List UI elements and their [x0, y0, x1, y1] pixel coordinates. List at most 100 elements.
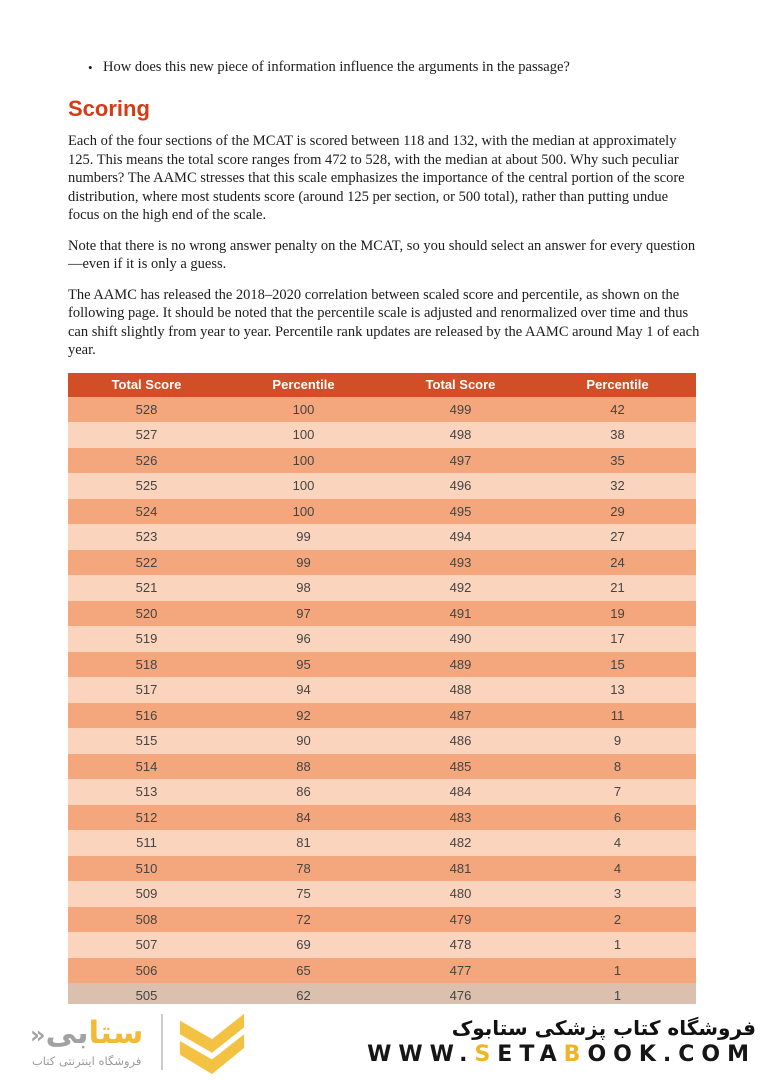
bullet-item: • How does this new piece of information…	[68, 58, 700, 77]
table-cell: 32	[539, 473, 696, 499]
table-cell: 99	[225, 549, 382, 575]
url-accent-letter: B	[563, 1042, 588, 1067]
table-cell: 498	[382, 422, 539, 448]
table-row: 513 86 484 7	[68, 779, 696, 805]
table-cell: 507	[68, 932, 225, 958]
url-accent-letter: S	[474, 1042, 498, 1067]
table-cell: 4	[539, 830, 696, 856]
table-cell: 1	[539, 932, 696, 958]
paragraph-scoring-scale: Each of the four sections of the MCAT is…	[68, 133, 685, 223]
table-cell: 518	[68, 651, 225, 677]
bullet-text: How does this new piece of information i…	[103, 59, 570, 75]
table-cell: 481	[382, 855, 539, 881]
table-cell: 497	[382, 447, 539, 473]
table-cell: 1	[539, 957, 696, 983]
column-header: Total Score	[382, 372, 539, 397]
table-row: 522 99 493 24	[68, 549, 696, 575]
table-cell: 479	[382, 906, 539, 932]
table-cell: 13	[539, 677, 696, 703]
table-cell: 38	[539, 422, 696, 448]
table-cell: 527	[68, 422, 225, 448]
table-body: 528 100 499 42 527 100 498 38 526 100 497 35 525 100 4…	[68, 396, 696, 1009]
table-cell: 99	[225, 524, 382, 550]
table-cell: 100	[225, 447, 382, 473]
table-row: 524 100 495 29	[68, 498, 696, 524]
column-header: Percentile	[539, 372, 696, 397]
brand-block: ستابی« فروشگاه اینترنتی کتاب	[30, 1016, 143, 1068]
table-cell: 524	[68, 498, 225, 524]
table-cell: 72	[225, 906, 382, 932]
table-cell: 482	[382, 830, 539, 856]
table-cell: 27	[539, 524, 696, 550]
table-row: 527 100 498 38	[68, 422, 696, 448]
table-cell: 17	[539, 626, 696, 652]
table-row: 523 99 494 27	[68, 524, 696, 550]
table-cell: 528	[68, 396, 225, 422]
table-cell: 11	[539, 702, 696, 728]
table-cell: 510	[68, 855, 225, 881]
table-cell: 495	[382, 498, 539, 524]
table-cell: 477	[382, 957, 539, 983]
table-cell: 494	[382, 524, 539, 550]
table-cell: 75	[225, 881, 382, 907]
table-row: 519 96 490 17	[68, 626, 696, 652]
table-cell: 96	[225, 626, 382, 652]
column-header: Percentile	[225, 372, 382, 397]
table-cell: 526	[68, 447, 225, 473]
table-cell: 21	[539, 575, 696, 601]
table-cell: 493	[382, 549, 539, 575]
table-header-row: Total Score Percentile Total Score Percenti…	[68, 372, 696, 397]
table-row: 521 98 492 21	[68, 575, 696, 601]
setabook-chevron-logo-icon	[180, 1013, 245, 1075]
brand-chevron-mark: «	[30, 1021, 46, 1049]
table-cell: 486	[382, 728, 539, 754]
table-row: 516 92 487 11	[68, 702, 696, 728]
table-row: 514 88 485 8	[68, 753, 696, 779]
table-cell: 100	[225, 473, 382, 499]
table-cell: 3	[539, 881, 696, 907]
table-cell: 514	[68, 753, 225, 779]
table-cell: 506	[68, 957, 225, 983]
table-cell: 100	[225, 498, 382, 524]
table-row: 515 90 486 9	[68, 728, 696, 754]
brand-logotype: ستابی«	[30, 1016, 143, 1052]
table-cell: 2	[539, 906, 696, 932]
table-cell: 488	[382, 677, 539, 703]
table-cell: 492	[382, 575, 539, 601]
table-row: 509 75 480 3	[68, 881, 696, 907]
table-cell: 517	[68, 677, 225, 703]
brand-logotype-yellow: ستا	[88, 1015, 144, 1051]
table-cell: 4	[539, 855, 696, 881]
table-cell: 496	[382, 473, 539, 499]
paragraph-percentile-note: The AAMC has released the 2018–2020 corr…	[68, 286, 700, 359]
table-cell: 88	[225, 753, 382, 779]
table-cell: 6	[539, 804, 696, 830]
table-cell: 487	[382, 702, 539, 728]
table-cell: 100	[225, 422, 382, 448]
page-content: • How does this new piece of information…	[68, 58, 700, 1016]
table-row: 512 84 483 6	[68, 804, 696, 830]
table-cell: 65	[225, 957, 382, 983]
footer-logo-group: ستابی« فروشگاه اینترنتی کتاب	[0, 1008, 247, 1076]
table-cell: 513	[68, 779, 225, 805]
score-percentile-table: Total Score Percentile Total Score Percenti…	[68, 372, 696, 1009]
table-cell: 8	[539, 753, 696, 779]
table-cell: 86	[225, 779, 382, 805]
column-header: Total Score	[68, 372, 225, 397]
url-text: ETA	[497, 1042, 564, 1067]
table-cell: 490	[382, 626, 539, 652]
table-cell: 499	[382, 396, 539, 422]
table-row: 511 81 482 4	[68, 830, 696, 856]
table-cell: 520	[68, 600, 225, 626]
site-url: WWW.SETABOOK.COM	[367, 1041, 756, 1069]
table-cell: 90	[225, 728, 382, 754]
table-cell: 94	[225, 677, 382, 703]
footer-divider	[161, 1014, 164, 1070]
table-cell: 483	[382, 804, 539, 830]
table-cell: 7	[539, 779, 696, 805]
table-row: 507 69 478 1	[68, 932, 696, 958]
table-row: 518 95 489 15	[68, 651, 696, 677]
table-row: 528 100 499 42	[68, 396, 696, 422]
table-cell: 35	[539, 447, 696, 473]
